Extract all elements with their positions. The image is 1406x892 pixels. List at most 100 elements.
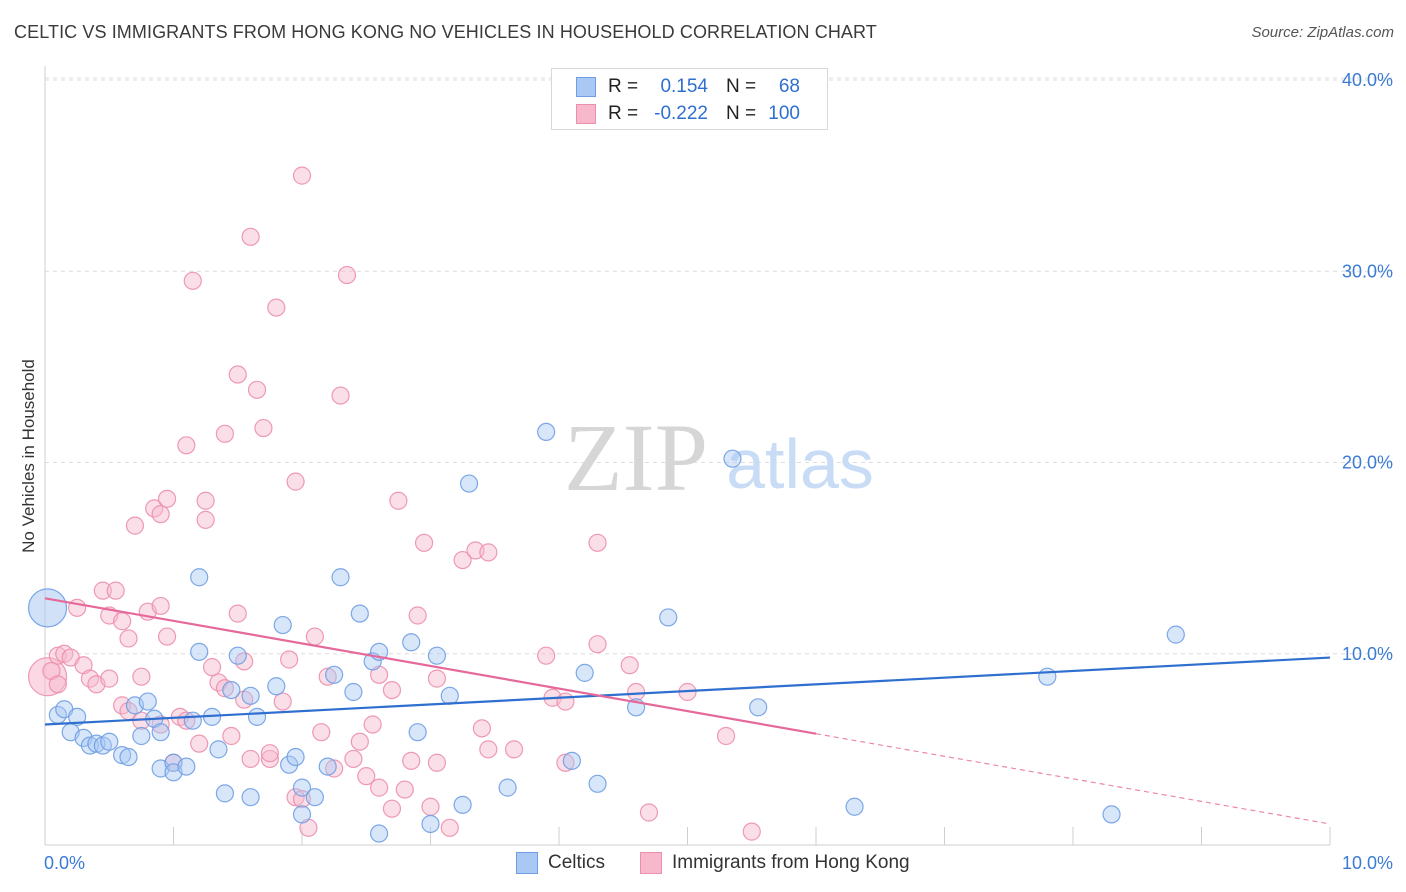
celtics-point [427, 646, 447, 665]
celtics-point [331, 568, 350, 587]
hong-kong-point [151, 596, 170, 616]
chart-title: CELTIC VS IMMIGRANTS FROM HONG KONG NO V… [14, 22, 877, 42]
hong-kong-point [402, 751, 421, 770]
hong-kong-point [202, 658, 222, 677]
hong-kong-point [228, 604, 247, 623]
series-label-celtics: Celtics [548, 852, 606, 873]
data-points [27, 166, 1185, 843]
grid-lines [45, 77, 1392, 655]
celtics-point [119, 747, 138, 767]
hong-kong-point [395, 780, 414, 799]
hong-kong-point [190, 734, 209, 753]
hong-kong-point [312, 723, 331, 742]
celtics-point [190, 642, 209, 661]
legend-swatch-blue [576, 77, 596, 97]
hong-kong-point [427, 753, 447, 772]
watermark-zip: ZIP [564, 404, 708, 511]
celtics-point [749, 698, 768, 717]
hong-kong-trend-line [44, 597, 817, 735]
hong-kong-point [504, 740, 524, 759]
celtics-point [1038, 667, 1057, 686]
hong-kong-point [453, 550, 472, 570]
series-legend-celtics: Celtics [516, 852, 605, 874]
celtics-point [318, 757, 337, 776]
hong-kong-point [370, 778, 389, 797]
celtics-point [209, 740, 228, 759]
celtics-point [273, 615, 292, 635]
celtics-point [247, 707, 267, 726]
y-tick-label: 10.0% [1342, 644, 1393, 664]
hong-kong-point [228, 365, 247, 384]
hong-kong-point [273, 692, 292, 711]
trend-lines [44, 597, 1331, 825]
celtics-point [112, 746, 132, 765]
celtics-point [267, 677, 286, 696]
legend-n-value: 100 [768, 103, 800, 124]
hong-kong-point [106, 581, 125, 600]
legend-row-celtics: R = 0.154 N = 68 [576, 75, 800, 99]
hong-kong-point [357, 767, 376, 786]
legend-swatch-pink [576, 104, 596, 124]
axes: 10.0% 20.0% 30.0% 40.0% 0.0% 10.0% [44, 66, 1393, 873]
y-tick-label: 20.0% [1342, 453, 1393, 473]
watermark: ZIP atlas [564, 404, 874, 511]
hong-kong-point [196, 491, 215, 510]
hong-kong-trend-line-extension [815, 733, 1331, 825]
celtics-point [562, 751, 581, 770]
celtics-point [421, 814, 440, 834]
celtics-point [215, 784, 234, 803]
celtics-point [177, 757, 196, 776]
celtics-point [408, 723, 427, 742]
series-label-hong-kong: Immigrants from Hong Kong [672, 852, 910, 873]
celtics-point [350, 604, 369, 623]
celtics-point [1166, 625, 1185, 644]
series-swatch-blue [516, 852, 538, 874]
celtics-point [190, 568, 209, 587]
correlation-legend: R = 0.154 N = 68 R = -0.222 N = 100 [551, 68, 828, 130]
hong-kong-point [183, 271, 202, 290]
celtics-point [228, 646, 247, 665]
hong-kong-point [588, 533, 607, 552]
celtics-point [325, 665, 344, 684]
hong-kong-point [27, 657, 68, 697]
celtics-point [68, 707, 87, 726]
celtics-point [241, 788, 260, 807]
celtics-point [138, 692, 157, 711]
legend-n-label: N = [726, 103, 757, 124]
celtics-point [151, 723, 170, 742]
celtics-point [402, 633, 421, 652]
legend-n-label: N = [726, 76, 757, 97]
x-tick-label: 0.0% [44, 853, 85, 873]
y-tick-label: 30.0% [1342, 261, 1393, 281]
celtics-point [286, 747, 305, 767]
hong-kong-point [254, 418, 273, 438]
hong-kong-point [119, 629, 138, 648]
hong-kong-point [222, 726, 241, 746]
hong-kong-point [414, 533, 434, 552]
hong-kong-point [177, 436, 196, 455]
hong-kong-point [620, 656, 639, 675]
series-legend: Celtics Immigrants from Hong Kong [0, 852, 1406, 878]
hong-kong-point [125, 516, 145, 535]
hong-kong-point [325, 759, 344, 778]
hong-kong-point [100, 669, 119, 688]
celtics-point [498, 778, 517, 797]
hong-kong-point [151, 505, 170, 524]
hong-kong-point [196, 510, 215, 529]
celtics-point [183, 711, 202, 730]
celtics-point [305, 788, 324, 807]
y-axis-title: No Vehicles in Household [19, 359, 38, 553]
hong-kong-point [267, 298, 286, 317]
hong-kong-point [93, 581, 112, 600]
hong-kong-point [157, 489, 177, 508]
hong-kong-point [537, 646, 556, 665]
hong-kong-point [382, 680, 402, 700]
celtics-trend-line [44, 656, 1331, 726]
celtics-point [27, 588, 68, 628]
hong-kong-point [556, 692, 575, 711]
celtics-point [723, 449, 742, 468]
hong-kong-point [389, 491, 408, 510]
celtics-point [292, 805, 312, 824]
source-label: Source: ZipAtlas.com [1251, 24, 1394, 41]
